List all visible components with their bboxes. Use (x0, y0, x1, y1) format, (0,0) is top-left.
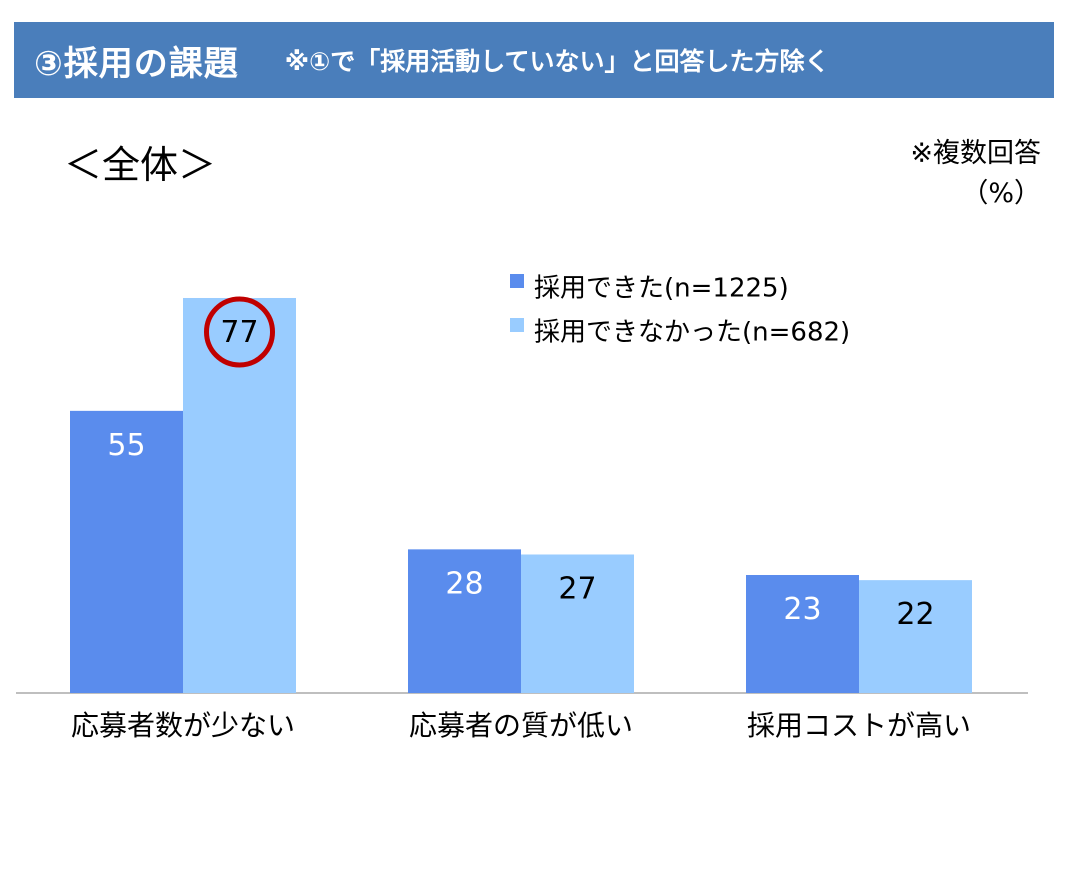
bar-s2-1 (183, 297, 296, 693)
legend-label-2: 採用できなかった(n=682) (534, 318, 850, 348)
chart-notes: ※複数回答 （%） (910, 134, 1041, 214)
multiple-answers-note: ※複数回答 (910, 138, 1041, 169)
bar-s2-2 (521, 554, 634, 693)
legend-swatch-1 (510, 274, 524, 288)
category-label-1: 応募者数が少ない (71, 709, 295, 742)
highlight-circle (204, 296, 275, 368)
data-label-s2-1: 77 (220, 315, 258, 350)
legend-swatch-2 (510, 318, 524, 332)
bar-s1-3 (746, 575, 859, 693)
header-banner: ③採用の課題 ※①で「採用活動していない」と回答した方除く (14, 22, 1054, 98)
category-label-3: 採用コストが高い (747, 709, 971, 742)
bar-s1-2 (408, 549, 521, 693)
bar-s2-3 (859, 580, 972, 693)
header-note: ※①で「採用活動していない」と回答した方除く (284, 47, 830, 76)
unit-note: （%） (961, 178, 1041, 209)
data-label-s1-2: 28 (445, 566, 483, 601)
data-label-s2-3: 22 (896, 597, 934, 632)
page-title: ③採用の課題 (34, 43, 239, 84)
category-label-2: 応募者の質が低い (409, 709, 633, 742)
data-label-s2-2: 27 (558, 571, 596, 606)
legend-label-1: 採用できた(n=1225) (534, 274, 789, 304)
data-label-s1-1: 55 (107, 428, 145, 463)
data-label-s1-3: 23 (783, 592, 821, 627)
chart-subtitle: ＜全体＞ (64, 143, 217, 187)
bar-s1-1 (70, 410, 183, 693)
